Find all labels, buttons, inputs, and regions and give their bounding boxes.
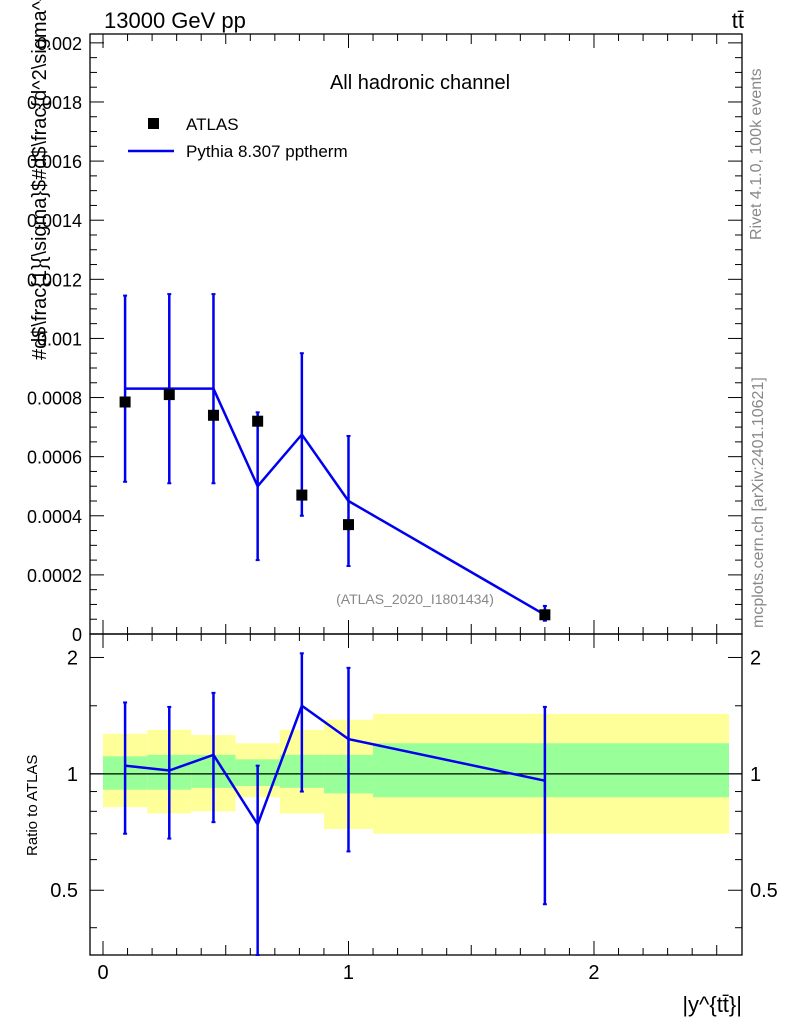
main-y-tick-label: 0.0008: [27, 389, 82, 409]
atlas-point: [296, 489, 308, 501]
main-y-tick-label: 0.0004: [27, 507, 82, 527]
main-y-tick-label: 0.0002: [27, 566, 82, 586]
x-tick-label: 2: [588, 962, 599, 984]
pythia-line: [125, 387, 546, 616]
legend-label-pythia: Pythia 8.307 pptherm: [186, 142, 348, 161]
x-tick-label: 0: [97, 962, 108, 984]
analysis-watermark: (ATLAS_2020_I1801434): [336, 591, 494, 607]
atlas-point: [539, 609, 551, 621]
header-right: tt̄: [732, 8, 744, 33]
legend-marker-atlas: [148, 118, 159, 129]
main-y-tick-label: 0.002: [37, 34, 82, 54]
main-y-tick-label: 0.0016: [27, 152, 82, 172]
legend-label-atlas: ATLAS: [186, 115, 239, 134]
ratio-y-tick-label-left: 1: [67, 764, 78, 786]
ratio-y-tick-label-left: 0.5: [50, 880, 78, 902]
ratio-plot-frame: [89, 633, 743, 956]
atlas-point: [252, 415, 264, 427]
x-tick-label: 1: [343, 962, 354, 984]
main-y-tick-label: 0.0018: [27, 93, 82, 113]
rivet-version-label: Rivet 4.1.0, 100k events: [748, 68, 765, 240]
main-y-tick-label: 0: [72, 625, 82, 645]
atlas-point: [342, 519, 354, 531]
ratio-y-tick-label-right: 2: [750, 647, 761, 669]
ratio-y-axis-title: Ratio to ATLAS: [24, 755, 41, 856]
atlas-point: [119, 396, 131, 408]
main-y-tick-label: 0.0012: [27, 270, 82, 290]
source-label: mcplots.cern.ch [arXiv:2401.10621]: [750, 377, 767, 628]
main-y-tick-label: 0.0006: [27, 448, 82, 468]
band-inner: [373, 743, 729, 798]
axes-frames: [89, 33, 743, 956]
main-y-tick-label: 0.0014: [27, 211, 82, 231]
main-y-axis-title: #d$\frac{1}{\sigma}$#d$\frac{d^2\sigma^{…: [29, 0, 51, 360]
ratio-y-tick-label-right: 0.5: [750, 880, 778, 902]
atlas-point: [207, 409, 219, 421]
chart-title: All hadronic channel: [330, 72, 510, 94]
main-y-tick-label: 0.001: [37, 329, 82, 349]
x-axis-title: |y^{tt̄}|: [682, 992, 742, 1017]
header-left: 13000 GeV pp: [104, 8, 246, 33]
ratio-y-tick-label-left: 2: [67, 647, 78, 669]
atlas-point: [163, 389, 175, 401]
ratio-y-tick-label-right: 1: [750, 764, 761, 786]
axis-ticks: 0 0.0002 0.0004 0.0006 0.0008 0.001 0.0012 0.00…: [27, 34, 778, 984]
series-layer: [90, 293, 742, 956]
